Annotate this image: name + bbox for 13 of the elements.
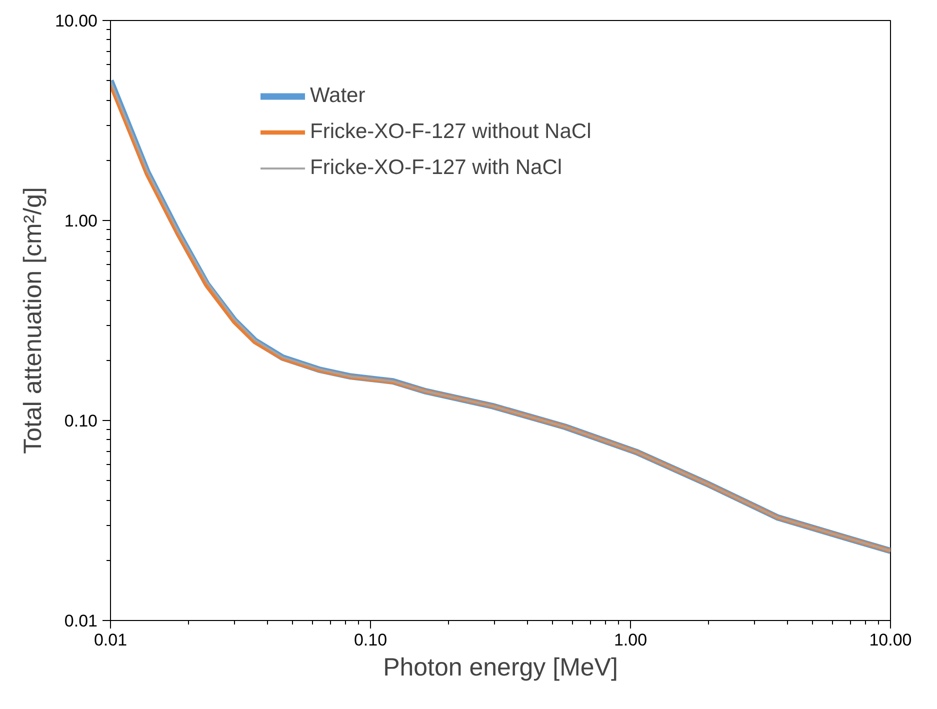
y-tick-label: 0.10 [64,412,98,430]
legend-label: Fricke-XO-F-127 with NaCl [310,156,562,180]
legend-label: Water [310,84,366,108]
x-tick-label: 10.00 [869,630,912,650]
y-axis-title: Total attenuation [cm²/g] [18,187,47,454]
x-tick-label: 0.10 [354,630,388,650]
y-tick-label: 0.01 [64,612,98,630]
x-axis-title: Photon energy [MeV] [383,654,618,682]
y-tick-label: 1.00 [64,212,98,230]
x-tick-label: 1.00 [614,630,648,650]
y-tick-label: 10.00 [54,12,98,30]
legend-label: Fricke-XO-F-127 without NaCl [310,120,592,144]
x-tick-label: 0.01 [94,630,128,650]
